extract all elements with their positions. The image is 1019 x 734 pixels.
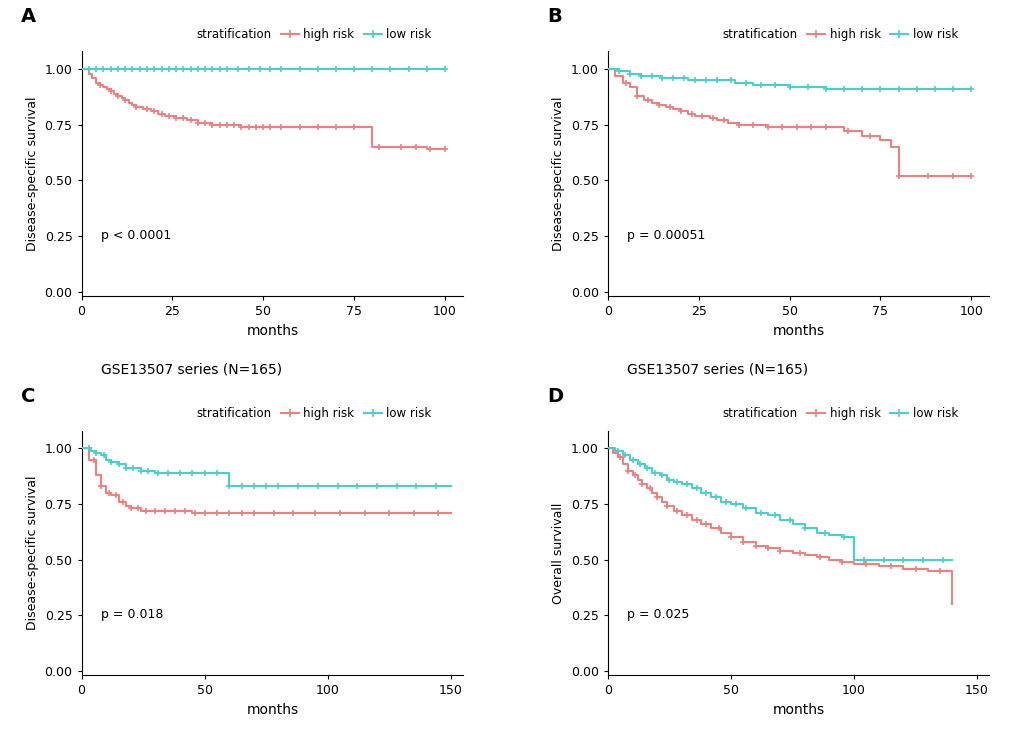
- Y-axis label: Overall survivall: Overall survivall: [552, 502, 565, 603]
- Y-axis label: Disease-specific survival: Disease-specific survival: [26, 476, 39, 631]
- Y-axis label: Disease-specific survival: Disease-specific survival: [552, 96, 565, 251]
- Text: D: D: [546, 387, 562, 406]
- Legend: stratification, high risk, low risk: stratification, high risk, low risk: [695, 402, 962, 425]
- Legend: stratification, high risk, low risk: stratification, high risk, low risk: [169, 23, 436, 46]
- X-axis label: months: months: [771, 324, 824, 338]
- Text: GSE13507 series (N=165): GSE13507 series (N=165): [101, 363, 281, 377]
- X-axis label: months: months: [246, 703, 299, 717]
- Text: A: A: [20, 7, 36, 26]
- Text: p = 0.025: p = 0.025: [627, 608, 689, 622]
- Y-axis label: Disease-specific survival: Disease-specific survival: [26, 96, 39, 251]
- X-axis label: months: months: [246, 324, 299, 338]
- X-axis label: months: months: [771, 703, 824, 717]
- Text: p = 0.018: p = 0.018: [101, 608, 163, 622]
- Legend: stratification, high risk, low risk: stratification, high risk, low risk: [695, 23, 962, 46]
- Legend: stratification, high risk, low risk: stratification, high risk, low risk: [169, 402, 436, 425]
- Text: C: C: [20, 387, 35, 406]
- Text: GSE13507 series (N=165): GSE13507 series (N=165): [627, 363, 807, 377]
- Text: p < 0.0001: p < 0.0001: [101, 229, 171, 242]
- Text: B: B: [546, 7, 561, 26]
- Text: p = 0.00051: p = 0.00051: [627, 229, 705, 242]
